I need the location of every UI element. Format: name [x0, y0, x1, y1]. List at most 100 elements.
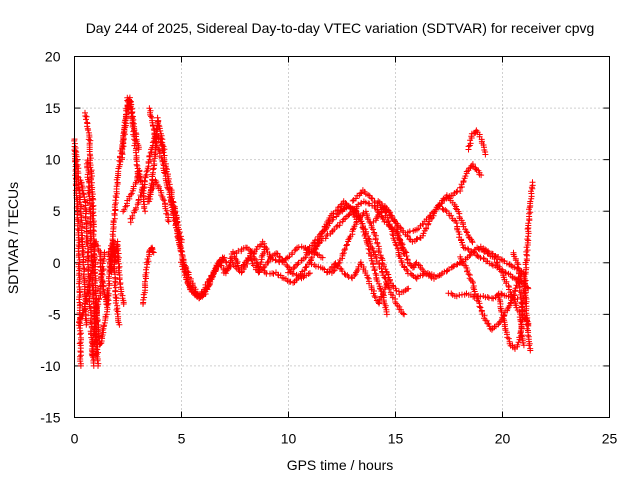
data-point — [476, 303, 483, 310]
data-point — [412, 261, 419, 267]
data-point — [126, 97, 133, 104]
data-point — [140, 185, 147, 192]
data-point — [212, 268, 219, 275]
data-point — [469, 239, 476, 246]
data-point — [468, 248, 475, 255]
data-point — [112, 300, 119, 306]
data-point — [523, 264, 530, 271]
y-tick-label: 20 — [45, 49, 61, 65]
data-point — [182, 269, 189, 276]
data-point — [400, 310, 407, 317]
x-tick-label: 20 — [495, 431, 511, 447]
data-point — [524, 236, 531, 243]
data-point — [147, 156, 154, 163]
data-point — [488, 261, 495, 268]
data-point — [97, 283, 104, 290]
data-point — [142, 173, 149, 180]
data-point — [372, 294, 379, 301]
data-point — [176, 241, 183, 248]
data-point — [357, 190, 364, 197]
data-point — [512, 285, 519, 292]
data-point — [141, 177, 148, 184]
data-point — [79, 187, 86, 194]
x-tick-label: 15 — [388, 431, 404, 447]
axis-ticks — [74, 56, 610, 418]
x-tick-label: 5 — [178, 431, 186, 447]
data-point — [405, 285, 412, 292]
data-point — [155, 122, 162, 129]
data-point — [363, 237, 370, 244]
data-point — [301, 267, 308, 274]
data-point — [161, 197, 168, 204]
data-point — [161, 169, 168, 176]
data-point — [372, 270, 379, 277]
data-point — [229, 259, 236, 266]
data-point — [389, 282, 396, 289]
data-point — [166, 191, 173, 198]
data-point — [367, 246, 373, 253]
data-point — [516, 275, 523, 282]
data-point — [106, 280, 113, 287]
data-point — [149, 248, 156, 255]
data-point — [376, 249, 383, 256]
data-point — [486, 323, 493, 330]
data-point — [355, 201, 362, 208]
data-point — [221, 254, 228, 261]
x-tick-label: 0 — [71, 431, 79, 447]
data-point — [404, 267, 411, 274]
data-point — [91, 228, 97, 235]
data-point — [378, 254, 385, 261]
plot-frame — [74, 56, 610, 418]
data-point — [83, 116, 89, 123]
data-point — [486, 260, 493, 267]
data-point — [486, 249, 493, 256]
data-point — [477, 304, 484, 311]
data-point — [515, 339, 522, 346]
data-point — [157, 127, 164, 134]
data-point — [525, 332, 531, 339]
data-point — [74, 198, 81, 205]
data-point — [79, 311, 86, 318]
data-point — [367, 220, 374, 227]
data-point — [362, 235, 369, 242]
data-point — [290, 270, 297, 277]
data-point — [352, 195, 359, 202]
data-point — [256, 243, 263, 249]
data-point — [308, 261, 315, 268]
data-point — [448, 212, 455, 219]
data-point — [390, 217, 397, 223]
data-point — [293, 277, 300, 284]
data-point — [400, 250, 407, 257]
data-point — [216, 259, 223, 266]
data-point — [526, 342, 533, 349]
data-point — [527, 347, 534, 354]
data-point — [365, 216, 372, 223]
y-tick-label: 0 — [53, 255, 61, 271]
data-point — [133, 161, 140, 168]
data-point — [312, 237, 319, 244]
data-point — [435, 202, 442, 209]
data-point — [527, 198, 534, 205]
data-point — [206, 275, 213, 282]
data-point — [128, 110, 135, 117]
y-axis-label: SDTVAR / TECUs — [5, 182, 21, 294]
data-point — [380, 216, 387, 223]
data-point — [78, 352, 84, 359]
data-point — [85, 127, 92, 134]
data-point — [362, 208, 369, 215]
data-point — [464, 229, 470, 236]
data-point — [502, 269, 509, 276]
data-point — [198, 290, 205, 297]
data-point — [295, 244, 302, 251]
data-point — [80, 190, 87, 197]
chart-title: Day 244 of 2025, Sidereal Day-to-day VTE… — [86, 20, 595, 36]
data-point — [393, 242, 400, 249]
data-point — [169, 208, 176, 215]
data-point — [131, 136, 138, 143]
data-point — [283, 261, 290, 268]
y-tick-label: 15 — [45, 100, 61, 116]
data-point — [112, 294, 119, 301]
data-point — [238, 269, 245, 276]
data-point — [323, 269, 330, 276]
data-point — [306, 270, 313, 277]
